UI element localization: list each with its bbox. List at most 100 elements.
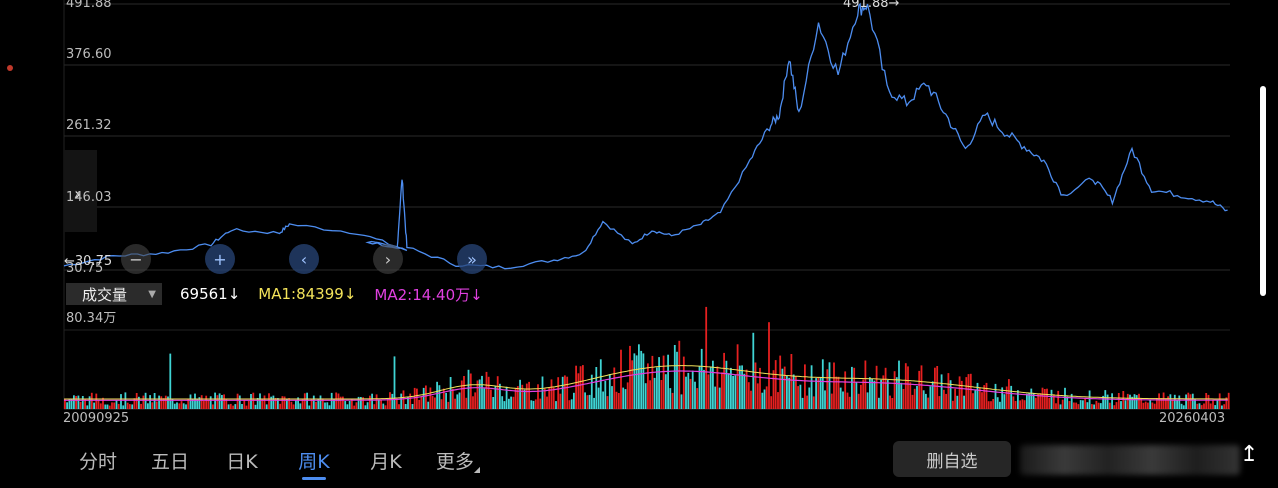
volume-bar [234,404,237,409]
volume-bar [990,401,992,409]
volume-bar [1003,394,1006,409]
tab-weekly-k[interactable]: 周K [278,447,350,480]
volume-bar [779,355,782,409]
volume-bar [774,360,777,409]
volume-bar [1113,405,1116,409]
volume-bar [86,405,89,409]
volume-bar [189,394,192,409]
volume-bar [1012,396,1015,409]
volume-bar [371,393,373,409]
volume-bar [1129,394,1131,409]
volume-bar [503,401,506,409]
volume-bar [860,384,862,409]
volume-bar [640,350,643,409]
delete-favorite-button[interactable]: 删自选 [893,441,1011,477]
volume-bar [496,376,499,409]
volume-bar [629,345,631,409]
volume-bar [909,382,912,409]
volume-bar [288,398,290,409]
volume-bar [638,344,640,409]
volume-bar [1026,393,1028,409]
volume-bar [508,398,510,409]
volume-bar [483,388,486,409]
volume-bar [864,360,867,409]
tab-five-day[interactable]: 五日 [150,451,189,473]
volume-ma1: MA1:84399↓ [258,285,357,303]
volume-bar [1010,385,1013,409]
volume-bar [467,369,470,409]
volume-bar [120,394,122,409]
volume-bar [1048,398,1051,409]
side-expand-panel[interactable] [64,150,97,232]
volume-bar [687,372,690,409]
volume-bar [893,371,896,409]
volume-bar [1194,398,1196,409]
volume-bar [429,387,432,409]
volume-bar [474,392,477,409]
volume-bar [974,390,977,409]
scrollbar[interactable] [1260,86,1266,296]
volume-bar [987,401,990,409]
volume-bar [613,367,616,409]
volume-bar [337,393,340,409]
scroll-left-icon[interactable]: ‹ [289,244,319,274]
volume-bar [326,402,329,409]
volume-bar [375,394,378,409]
volume-bar [552,387,555,409]
volume-bar [283,396,286,409]
scroll-right-icon[interactable]: › [373,244,403,274]
volume-bar [682,356,685,409]
expand-chevron-icon[interactable]: › [74,184,82,205]
volume-bar [1064,387,1066,409]
volume-bar [1144,401,1147,409]
volume-bar [821,359,824,409]
volume-bar [88,396,91,409]
volume-bar [205,395,208,409]
volume-bar [236,393,239,409]
zoom-in-icon[interactable]: + [205,244,235,274]
volume-bar [111,402,113,409]
volume-bar [1073,402,1075,409]
volume-bar [875,365,878,409]
volume-bar [274,398,277,409]
volume-bar [891,398,894,409]
volume-bar [927,397,930,409]
dropdown-caret-icon: ▼ [148,288,156,300]
tab-daily-k[interactable]: 日K [226,451,258,473]
volume-bar [620,349,622,409]
volume-bar [357,396,360,409]
volume-bar [411,404,414,409]
volume-bar [765,386,768,409]
volume-bar [407,396,409,409]
tab-more[interactable]: 更多◢ [435,451,481,474]
volume-bar [940,374,943,409]
zoom-out-icon[interactable]: − [121,244,151,274]
volume-bar [790,354,793,409]
tab-intraday[interactable]: 分时 [78,451,117,473]
volume-bar [727,373,730,409]
volume-bar [104,404,107,409]
tab-monthly-k[interactable]: 月K [370,451,402,473]
volume-bar [521,384,524,409]
scroll-end-icon[interactable]: » [457,244,487,274]
volume-bar [431,395,434,409]
volume-bar [400,393,403,409]
volume-bar [117,403,120,409]
volume-bar [178,403,181,409]
volume-bar [723,352,725,409]
volume-bar [1149,400,1152,409]
volume-bar [797,386,799,409]
volume-bar [512,396,515,409]
volume-bar [745,369,748,409]
volume-bar [978,387,981,409]
volume-bar [122,405,125,409]
volume-bar [593,397,595,409]
volume-bar [855,382,858,409]
volume-bar [126,402,129,409]
volume-bar [510,396,512,409]
share-icon[interactable]: ↥ [1240,442,1259,467]
volume-bar [770,396,773,409]
volume-bar [1043,389,1046,409]
indicator-select[interactable]: 成交量 ▼ [66,283,162,305]
